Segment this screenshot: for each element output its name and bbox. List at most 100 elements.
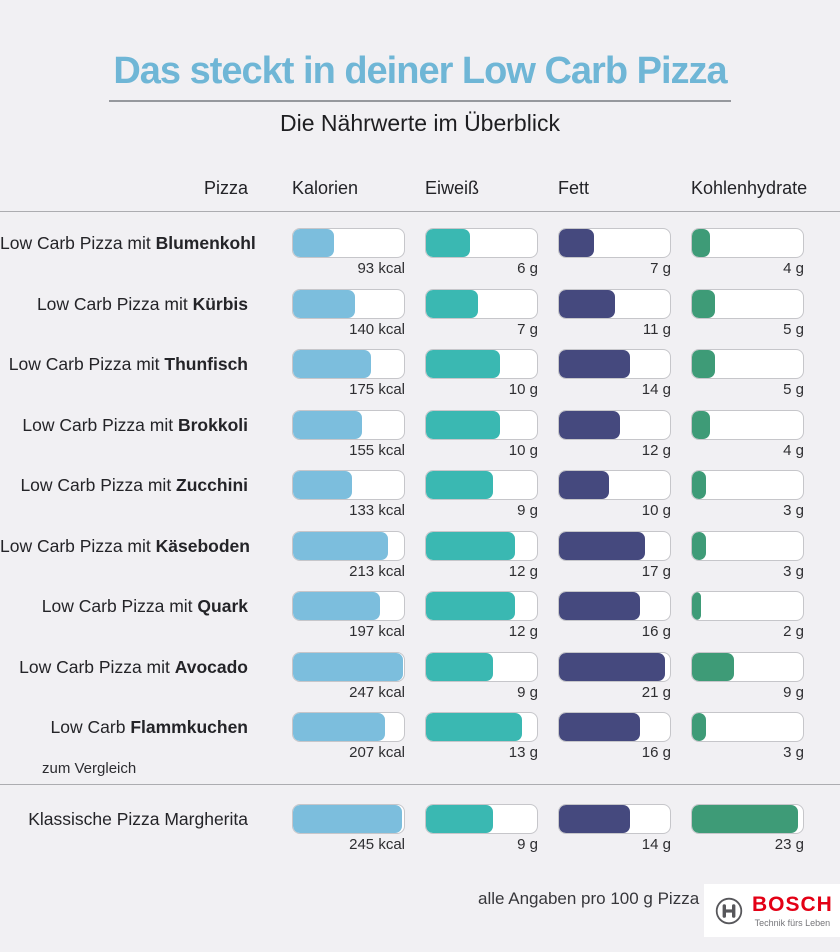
table-row: Low Carb Pizza mit Quark 197 kcal 12 g 16 g… (0, 575, 840, 640)
bar-fill-fett (559, 531, 645, 560)
bar-value-kalorien: 207 kcal (349, 744, 405, 761)
bosch-armature-icon (715, 897, 743, 924)
bar-track-eiweiss (425, 803, 538, 834)
bar-value-kalorien: 247 kcal (349, 683, 405, 701)
bar-track-kohlenhydrate (691, 712, 804, 742)
bar-value-fett: 17 g (641, 562, 671, 580)
pizza-label: Low Carb Pizza mit Quark (0, 591, 292, 636)
bar-cell-kalorien: 197 kcal (292, 591, 425, 640)
bar-value-kohlenhydrate: 3 g (783, 502, 804, 519)
pizza-label: Low Carb Pizza mit Blumenkohl (0, 228, 292, 273)
bar-track-kohlenhydrate (691, 803, 804, 834)
bar-value-kalorien: 213 kcal (349, 562, 405, 580)
bar-track-kalorien (292, 288, 405, 319)
pizza-label-prefix: Low Carb Pizza mit (0, 233, 151, 253)
comparison-section: Klassische Pizza Margherita 245 kcal 9 g 14… (0, 785, 840, 853)
pizza-label: Klassische Pizza Margherita (0, 804, 292, 851)
bar-value-eiweiss: 9 g (517, 683, 538, 701)
pizza-label-prefix: Low Carb (50, 717, 126, 737)
bar-cell-eiweiss: 13 g (425, 712, 558, 761)
bar-track-eiweiss (425, 349, 538, 379)
bar-fill-eiweiss (426, 592, 515, 620)
bar-cell-fett: 14 g (558, 803, 691, 853)
bar-value-fett: 16 g (641, 744, 671, 761)
compare-label: zum Vergleich (42, 759, 137, 777)
bar-value-fett: 7 g (650, 260, 671, 277)
table-row: Low Carb Pizza mit Blumenkohl 93 kcal 6 g 7… (0, 212, 840, 277)
footer-note: alle Angaben pro 100 g Pizza (478, 889, 700, 908)
header: Das steckt in deiner Low Carb Pizza Die … (0, 0, 840, 137)
pizza-label: Low Carb Pizza mit Avocado (0, 652, 292, 697)
bar-cell-kalorien: 207 kcal (292, 712, 425, 761)
bar-track-fett (558, 409, 671, 440)
bar-cell-kalorien: 155 kcal (292, 409, 425, 459)
bar-fill-kalorien (293, 592, 381, 620)
bar-fill-kalorien (293, 531, 388, 560)
bar-fill-kohlenhydrate (692, 471, 706, 499)
bar-cell-fett: 21 g (558, 651, 691, 701)
bar-value-kohlenhydrate: 4 g (783, 260, 804, 277)
bar-fill-kalorien (293, 713, 385, 741)
bar-fill-fett (559, 410, 620, 439)
bar-fill-eiweiss (426, 531, 515, 560)
bar-cell-fett: 14 g (558, 349, 691, 398)
bar-track-fett (558, 470, 671, 500)
bar-fill-eiweiss (426, 350, 500, 378)
bar-value-kalorien: 133 kcal (349, 502, 405, 519)
bar-fill-kohlenhydrate (692, 531, 706, 560)
bar-cell-kohlenhydrate: 23 g (691, 803, 824, 853)
table-row: Low Carb Pizza mit Thunfisch 175 kcal 10 g… (0, 333, 840, 398)
pizza-label: Low Carb Pizza mit Zucchini (0, 470, 292, 515)
bar-track-kohlenhydrate (691, 288, 804, 319)
bar-cell-kohlenhydrate: 3 g (691, 530, 824, 580)
pizza-rows: Low Carb Pizza mit Blumenkohl 93 kcal 6 g 7… (0, 212, 840, 761)
pizza-label-name: Zucchini (171, 475, 248, 495)
pizza-label-prefix: Low Carb Pizza mit (19, 656, 170, 677)
bar-fill-kohlenhydrate (692, 229, 711, 257)
pizza-label-prefix: Low Carb Pizza mit (0, 535, 151, 556)
pizza-label-name: Flammkuchen (125, 717, 248, 737)
bar-track-kohlenhydrate (691, 349, 804, 379)
bar-cell-kohlenhydrate: 3 g (691, 470, 824, 519)
bar-value-kalorien: 155 kcal (349, 441, 405, 459)
bar-cell-fett: 17 g (558, 530, 691, 580)
table-row: Low Carb Pizza mit Kürbis 140 kcal 7 g 11 g… (0, 273, 840, 338)
bar-value-kohlenhydrate: 9 g (783, 683, 804, 701)
bar-value-fett: 10 g (641, 502, 671, 519)
bar-fill-kohlenhydrate (692, 592, 702, 620)
bar-fill-eiweiss (426, 804, 493, 833)
bar-value-kohlenhydrate: 4 g (783, 441, 804, 459)
header-divider (0, 211, 840, 212)
bar-cell-eiweiss: 6 g (425, 228, 558, 277)
bar-value-fett: 12 g (641, 441, 671, 459)
bar-track-kohlenhydrate (691, 228, 804, 258)
bar-value-eiweiss: 12 g (508, 562, 538, 580)
bar-track-fett (558, 803, 671, 834)
pizza-label-name: Thunfisch (159, 354, 248, 374)
bar-fill-fett (559, 471, 610, 499)
bar-value-kalorien: 245 kcal (349, 835, 405, 853)
bar-track-kalorien (292, 591, 405, 621)
compare-divider (0, 783, 840, 785)
bar-cell-fett: 12 g (558, 409, 691, 459)
bar-track-fett (558, 712, 671, 742)
bar-fill-eiweiss (426, 229, 471, 257)
table-row: Low Carb Pizza mit Zucchini 133 kcal 9 g 10… (0, 454, 840, 519)
bar-value-fett: 14 g (641, 835, 671, 853)
pizza-label-prefix: Low Carb Pizza mit (22, 414, 174, 435)
bar-cell-kalorien: 140 kcal (292, 288, 425, 338)
pizza-label-name: Brokkoli (173, 414, 248, 435)
bar-cell-fett: 16 g (558, 712, 691, 761)
pizza-label-prefix: Low Carb Pizza mit (36, 293, 188, 314)
bar-fill-fett (559, 229, 595, 257)
bar-track-eiweiss (425, 712, 538, 742)
bar-track-eiweiss (425, 591, 538, 621)
bar-value-fett: 21 g (641, 683, 671, 701)
bar-track-fett (558, 530, 671, 561)
column-headers: Pizza Kalorien Eiweiß Fett Kohlenhydrate (0, 178, 840, 199)
pizza-label-name: Avocado (169, 656, 248, 677)
bar-cell-kalorien: 175 kcal (292, 349, 425, 398)
bar-fill-fett (559, 652, 665, 681)
bar-track-kalorien (292, 712, 405, 742)
